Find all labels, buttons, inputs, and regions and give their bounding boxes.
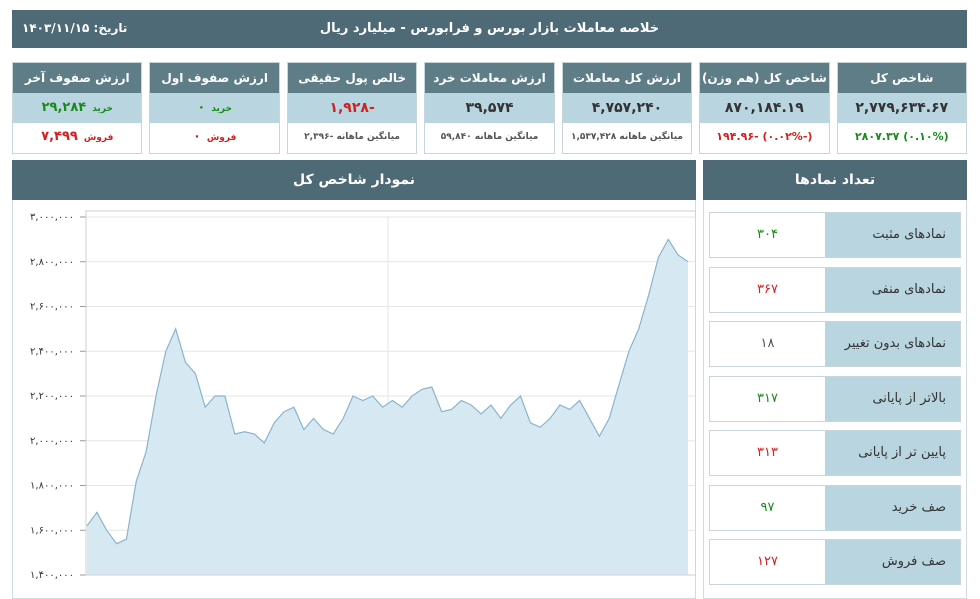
sell-value: ۰ [192, 129, 201, 144]
card: ارزش معاملات خرد ۳۹,۵۷۴ میانگین ماهانه ۵۹,… [424, 62, 555, 154]
card-sub: (۰.۱۰%) ۲۸۰۷.۳۷ [854, 130, 949, 143]
card-value: ۴,۷۵۷,۲۴۰ [562, 93, 692, 123]
count-row: نمادهای مثبت ۳۰۴ [709, 212, 961, 258]
counts-panel: تعداد نمادها نمادهای مثبت ۳۰۴ نمادهای منفی… [703, 160, 967, 599]
count-row: پایین تر از پایانی ۳۱۳ [709, 430, 961, 476]
card-value: ۸۷۰,۱۸۴.۱۹ [700, 93, 829, 123]
card: ارزش کل معاملات ۴,۷۵۷,۲۴۰ میانگین ماهانه ۱… [561, 62, 693, 154]
plot-frame [85, 210, 696, 576]
count-value: ۳۶۷ [710, 267, 825, 312]
area [87, 239, 688, 575]
count-row: بالاتر از پایانی ۳۱۷ [709, 375, 961, 422]
card-title: ارزش صفوف آخر بازار [13, 63, 142, 115]
card-value: ۲,۷۷۹,۶۳۴.۶۷ [837, 93, 966, 123]
chart: ۱,۴۰۰,۰۰۰ ۱,۶۰۰,۰۰۰ ۱,۸۰۰,۰۰۰ ۲,۰۰۰,۰۰۰ ۲,۲۰… [30, 210, 696, 581]
count-label: صف فروش [825, 540, 960, 584]
y-tick-label: ۲,۸۰۰,۰۰۰ [30, 257, 74, 268]
queue-buy: خرید ۰ [150, 93, 279, 123]
count-label: پایین تر از پایانی [825, 431, 960, 475]
card: شاخص کل ۲,۷۷۹,۶۳۴.۶۷ (۰.۱۰%) ۲۸۰۷.۳۷ [836, 62, 967, 154]
count-row: صف فروش ۱۲۷ [709, 539, 961, 585]
card-title: ارزش کل معاملات [562, 63, 692, 93]
y-tick-label: ۲,۰۰۰,۰۰۰ [30, 436, 74, 447]
card-title: شاخص کل [837, 63, 966, 93]
buy-label: خرید [92, 104, 113, 114]
sell-value: ۷,۴۹۹ [41, 129, 78, 144]
card: خالص پول حقیقی -۱,۹۲۸ میانگین ماهانه -۲,۳۹… [286, 62, 418, 154]
count-value: ۱۸ [710, 322, 825, 366]
queue-card: ارزش صفوف اول بازارخرید ۰ فروش ۰ [149, 62, 280, 154]
queue-buy: خرید ۲۹,۲۸۴ [13, 93, 142, 123]
queue-sell: فروش ۰ [150, 123, 278, 153]
card-sub: میانگین ماهانه ۵۹,۸۴۰ [440, 132, 539, 142]
queue-sell: فروش ۷,۴۹۹ [13, 123, 141, 153]
queue-card: ارزش صفوف آخر بازارخرید ۲۹,۲۸۴ فروش ۷,۴۹۹ [12, 62, 143, 154]
count-row: صف خرید ۹۷ [709, 484, 961, 531]
count-label: بالاتر از پایانی [825, 376, 960, 421]
line [86, 238, 689, 545]
count-label: نمادهای بدون تغییر [825, 322, 960, 366]
card-sub: (-۰.۰۲%) -۱۹۴.۹۶ [716, 130, 813, 143]
sell-label: فروش [206, 133, 237, 143]
chart-panel: نمودار شاخص کل ۱,۴۰۰,۰۰۰ ۱,۶۰۰,۰۰۰ ۱,۸۰۰,۰… [12, 160, 696, 599]
y-tick-label: ۳,۰۰۰,۰۰۰ [30, 212, 74, 223]
count-label: صف خرید [825, 485, 960, 530]
count-value: ۳۱۷ [710, 376, 825, 421]
header: خلاصه معاملات بازار بورس و فرابورس - میل… [12, 10, 967, 48]
chart-title: نمودار شاخص کل [12, 160, 696, 200]
header-title: خلاصه معاملات بازار بورس و فرابورس - میل… [319, 21, 660, 36]
card-title: ارزش صفوف اول بازار [150, 63, 279, 115]
count-value: ۳۱۳ [710, 431, 825, 475]
header-date: تاریخ: ۱۴۰۳/۱۱/۱۵ [22, 21, 128, 35]
sell-label: فروش [83, 133, 114, 143]
card: شاخص کل (هم وزن) ۸۷۰,۱۸۴.۱۹ (-۰.۰۲%) -۱۹۴.… [699, 62, 830, 154]
buy-value: ۰ [197, 100, 206, 115]
card-sub: میانگین ماهانه -۲,۳۹۶ [304, 132, 401, 142]
count-label: نمادهای مثبت [825, 213, 960, 257]
count-row: نمادهای بدون تغییر ۱۸ [709, 321, 961, 367]
count-label: نمادهای منفی [825, 267, 960, 312]
y-tick-label: ۲,۴۰۰,۰۰۰ [30, 346, 74, 357]
y-tick-label: ۲,۲۰۰,۰۰۰ [30, 391, 74, 402]
summary-cards: شاخص کل ۲,۷۷۹,۶۳۴.۶۷ (۰.۱۰%) ۲۸۰۷.۳۷ شاخص ک… [12, 62, 967, 154]
count-row: نمادهای منفی ۳۶۷ [709, 266, 961, 313]
count-value: ۳۰۴ [710, 213, 825, 257]
card-value: -۱,۹۲۸ [287, 93, 417, 123]
card-sub: میانگین ماهانه ۱,۵۳۷,۴۲۸ [570, 132, 683, 142]
count-value: ۹۷ [710, 485, 825, 530]
buy-label: خرید [211, 104, 232, 114]
y-tick-label: ۱,۴۰۰,۰۰۰ [30, 570, 74, 581]
y-tick-label: ۲,۶۰۰,۰۰۰ [30, 302, 74, 313]
card-title: خالص پول حقیقی [287, 63, 417, 93]
counts-title: تعداد نمادها [703, 160, 967, 200]
buy-value: ۲۹,۲۸۴ [41, 100, 87, 115]
card-title: ارزش معاملات خرد [425, 63, 554, 93]
y-tick-label: ۱,۸۰۰,۰۰۰ [30, 481, 74, 492]
card-value: ۳۹,۵۷۴ [425, 93, 554, 123]
y-tick-label: ۱,۶۰۰,۰۰۰ [30, 525, 74, 536]
card-title: شاخص کل (هم وزن) [700, 63, 829, 93]
count-value: ۱۲۷ [710, 540, 825, 584]
